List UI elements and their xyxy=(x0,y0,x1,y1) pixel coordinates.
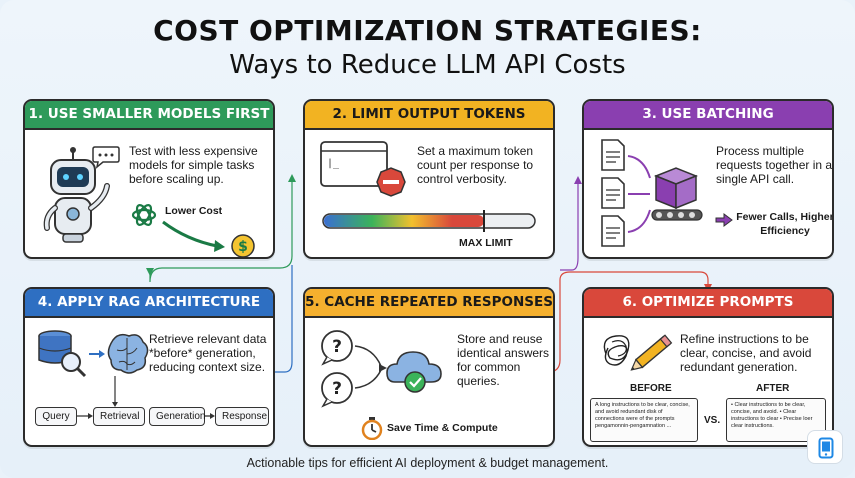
card-heading: 5. CACHE REPEATED RESPONSES xyxy=(305,289,553,318)
rag-flow-query: Query xyxy=(35,407,77,426)
speech-bubble-icon xyxy=(92,146,120,169)
document-icon xyxy=(601,215,625,247)
footer-caption: Actionable tips for efficient AI deploym… xyxy=(246,456,609,470)
question-bubble-icon: ? xyxy=(321,330,353,366)
card-optimize-prompts: 6. OPTIMIZE PROMPTS Refine instructions … xyxy=(582,287,834,447)
fewer-calls-label: Fewer Calls, Higher Efficiency xyxy=(736,211,834,237)
prompt-illustration xyxy=(603,334,673,371)
before-prompt-box: A long instructions to be clear, concise… xyxy=(590,398,698,442)
card-heading: 4. APPLY RAG ARCHITECTURE xyxy=(25,289,273,318)
mobile-device-icon xyxy=(818,437,834,459)
card-heading: 1. USE SMALLER MODELS FIRST xyxy=(25,101,273,130)
scribble-icon xyxy=(603,335,630,366)
card-description: Store and reuse identical answers for co… xyxy=(457,332,550,388)
conveyor-icon xyxy=(651,209,703,221)
rag-flow-generation: Generation xyxy=(149,407,205,426)
robot-icon xyxy=(43,147,110,243)
connector-arrowhead xyxy=(574,176,582,184)
brain-icon xyxy=(107,333,149,374)
connector-5-to-6 xyxy=(547,271,709,373)
after-label: AFTER xyxy=(756,383,790,394)
rag-flow-arrows xyxy=(77,376,215,419)
svg-text:?: ? xyxy=(332,379,342,399)
card-use-batching: 3. USE BATCHING xyxy=(582,99,834,259)
batching-illustration xyxy=(601,139,703,247)
package-box-icon xyxy=(653,167,699,210)
before-label: BEFORE xyxy=(630,383,672,394)
lower-cost-label: Lower Cost xyxy=(165,205,223,217)
after-prompt-text: • Clear instructions to be clear, concis… xyxy=(731,402,813,429)
question-bubble-icon: ? xyxy=(321,372,353,408)
card-description: Test with less expensive models for simp… xyxy=(129,144,258,186)
lower-cost-arrow: $ xyxy=(162,220,255,257)
card-description: Process multiple requests together in a … xyxy=(716,144,833,186)
database-search-icon xyxy=(38,330,87,378)
svg-text:?: ? xyxy=(332,337,342,357)
card-description: Set a maximum token count per response t… xyxy=(417,144,534,186)
dollar-coin-icon xyxy=(231,234,255,257)
vs-label: VS. xyxy=(704,415,721,426)
rag-flow-response: Response xyxy=(215,407,269,426)
card-description: Retrieve relevant data *before* generati… xyxy=(149,332,267,374)
document-icon xyxy=(601,177,625,209)
openai-logo-icon xyxy=(131,204,157,226)
card-rag-architecture: 4. APPLY RAG ARCHITECTURE Retrieve relev… xyxy=(23,287,275,447)
before-prompt-text: A long instructions to be clear, concise… xyxy=(595,402,690,429)
cache-illustration: ? ? xyxy=(321,330,442,408)
rag-flow-retrieval: Retrieval xyxy=(93,407,145,426)
card-heading: 2. LIMIT OUTPUT TOKENS xyxy=(305,101,553,130)
cloud-check-icon xyxy=(386,351,442,393)
pencil-icon xyxy=(630,334,673,371)
svg-text:|_: |_ xyxy=(327,158,340,169)
rag-illustration xyxy=(38,330,149,378)
stopwatch-icon xyxy=(361,417,383,440)
card-limit-output-tokens: 2. LIMIT OUTPUT TOKENS |_ Set a maximum … xyxy=(303,99,555,259)
connector-4-to-2 xyxy=(275,265,293,373)
connector-arrowhead xyxy=(146,268,154,276)
card-smaller-models: 1. USE SMALLER MODELS FIRST Test with le… xyxy=(23,99,275,259)
connector-2-to-3 xyxy=(560,180,579,271)
title-line-2: Ways to Reduce LLM API Costs xyxy=(229,50,626,80)
card-cache-responses: 5. CACHE REPEATED RESPONSES ? ? Store an… xyxy=(303,287,555,447)
connector-arrowhead xyxy=(288,174,296,182)
token-bar-gauge xyxy=(322,210,536,232)
terminal-window-icon: |_ xyxy=(320,141,406,197)
max-limit-label: MAX LIMIT xyxy=(459,237,513,249)
document-icon xyxy=(601,139,625,171)
card-heading: 6. OPTIMIZE PROMPTS xyxy=(584,289,832,318)
mobile-view-button[interactable] xyxy=(807,430,843,464)
svg-text:$: $ xyxy=(238,239,248,255)
card-description: Refine instructions to be clear, concise… xyxy=(680,332,812,374)
title-line-1: COST OPTIMIZATION STRATEGIES: xyxy=(153,14,702,47)
card-heading: 3. USE BATCHING xyxy=(584,101,832,130)
connector-1-to-4 xyxy=(149,178,293,283)
save-time-label: Save Time & Compute xyxy=(387,422,498,434)
arrow-right-icon xyxy=(715,213,733,227)
